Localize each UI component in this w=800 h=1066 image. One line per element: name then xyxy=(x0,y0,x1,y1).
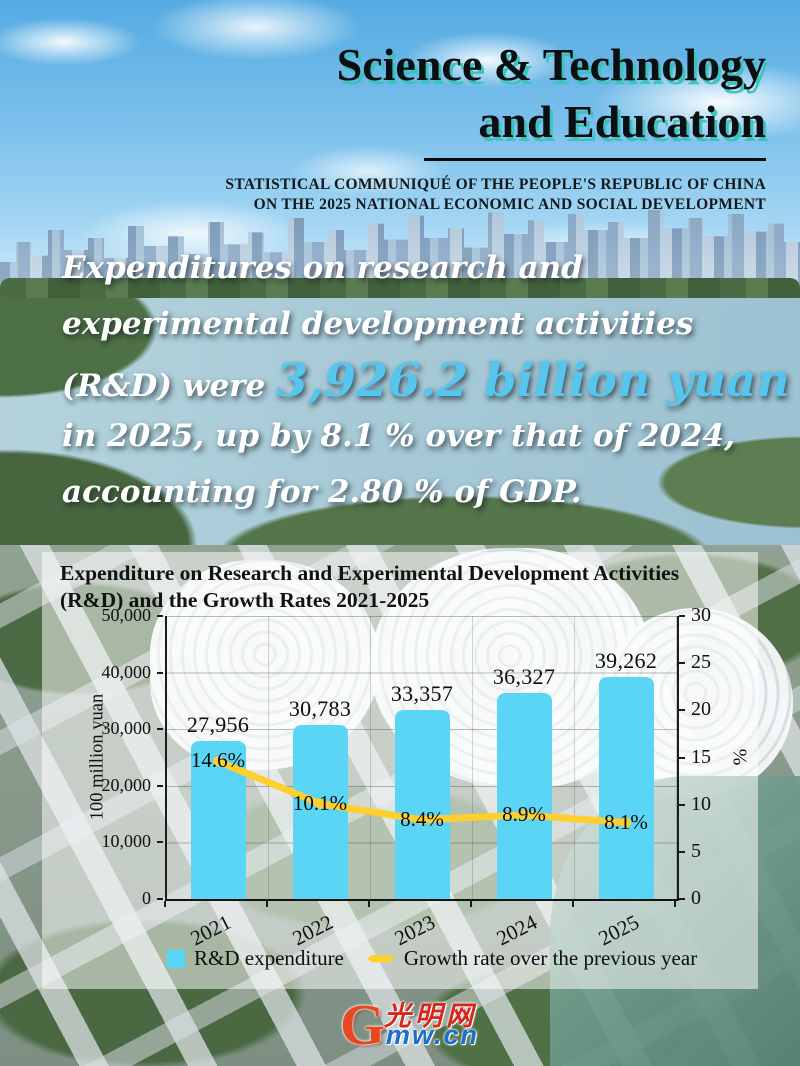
x-axis-label: 2024 xyxy=(492,909,541,951)
bar-value-label: 33,357 xyxy=(390,681,454,707)
right-axis-tickmark xyxy=(679,850,685,853)
intro-line: (R&D) were 3,926.2 billion yuan xyxy=(62,352,790,408)
growth-rate-label: 10.1% xyxy=(292,790,348,815)
right-axis-tickmark xyxy=(679,662,685,665)
intro-line: accounting for 2.80 % of GDP. xyxy=(62,474,582,510)
left-axis-tickmark xyxy=(157,784,163,787)
left-axis-tick-label: 50,000 xyxy=(101,605,152,625)
right-axis-tick-label: 25 xyxy=(691,651,711,674)
left-axis-tickmark xyxy=(157,615,163,617)
rd-expenditure-highlight: 3,926.2 billion yuan xyxy=(276,353,790,407)
subtitle: STATISTICAL COMMUNIQUÉ OF THE PEOPLE'S R… xyxy=(206,175,766,214)
left-axis-tickmark xyxy=(157,671,163,674)
right-axis-tickmark xyxy=(679,709,685,712)
right-axis-ticks: 0 5 10 15 20 25 30 xyxy=(679,604,739,909)
line-legend-label: Growth rate over the previous year xyxy=(403,946,698,970)
left-axis-tick-label: 30,000 xyxy=(101,718,152,739)
rd-expenditure-bar xyxy=(394,710,450,899)
left-axis-tickmark xyxy=(157,898,163,900)
gmw-logo: G 光明网 mw.cn xyxy=(322,992,522,1060)
right-axis-tickmark xyxy=(679,898,685,900)
right-axis-title: % xyxy=(729,748,752,766)
right-axis-tick-label: 30 xyxy=(691,604,711,626)
x-axis-tickmark xyxy=(266,901,268,907)
bar-value-label: 30,783 xyxy=(288,695,352,721)
right-axis-tick-label: 15 xyxy=(691,745,711,768)
bar-legend-swatch-icon xyxy=(167,949,185,968)
growth-rate-line xyxy=(213,756,631,828)
x-axis-label: 2021 xyxy=(186,909,235,951)
intro-line: Expenditures on research and xyxy=(62,250,583,286)
gmw-logo-chinese: 光明网 xyxy=(384,1001,477,1031)
rd-expenditure-bar xyxy=(292,724,348,899)
left-axis-tick-label: 20,000 xyxy=(101,774,152,795)
left-axis-title: 100 million yuan xyxy=(87,693,108,821)
x-axis-tickmark xyxy=(164,901,166,907)
growth-rate-label: 8.4% xyxy=(400,806,444,831)
right-axis-tickmark xyxy=(679,803,685,806)
x-axis-tickmark xyxy=(368,901,370,907)
rd-expenditure-bar xyxy=(598,676,654,899)
growth-rate-label: 14.6% xyxy=(190,748,246,773)
right-axis-tick-label: 10 xyxy=(691,792,711,815)
right-axis-tick-label: 0 xyxy=(691,887,701,909)
left-axis-ticks: 0 10,000 20,000 30,000 40,000 50,000 xyxy=(42,605,163,908)
x-axis-label: 2023 xyxy=(390,909,439,951)
right-axis-tickmark xyxy=(679,615,685,617)
river-background xyxy=(0,298,800,554)
growth-rate-label: 8.9% xyxy=(502,802,546,826)
intro-line: experimental development activities xyxy=(62,306,694,342)
title-line1: Science & Technology xyxy=(336,39,766,90)
right-axis-tick-label: 5 xyxy=(691,839,701,862)
bar-value-label: 39,262 xyxy=(594,647,658,673)
left-axis-tickmark xyxy=(157,728,163,731)
bar-legend-label: R&D expenditure xyxy=(194,946,344,970)
right-axis-tickmark xyxy=(679,756,685,759)
left-axis-tick-label: 0 xyxy=(142,888,151,908)
gmw-logo-domain: mw.cn xyxy=(386,1020,480,1050)
title-divider xyxy=(424,158,766,161)
chart-title: Expenditure on Research and Experimental… xyxy=(60,561,680,612)
x-axis-label: 2022 xyxy=(288,909,337,951)
intro-line: in 2025, up by 8.1 % over that of 2024, xyxy=(62,418,735,454)
bar-value-label: 36,327 xyxy=(492,664,556,690)
header: Science & Technology and Education STATI… xyxy=(206,36,766,214)
growth-rate-label: 8.1% xyxy=(604,809,648,834)
left-axis-tick-label: 40,000 xyxy=(101,661,152,682)
subtitle-line1: STATISTICAL COMMUNIQUÉ OF THE PEOPLE'S R… xyxy=(225,176,766,193)
left-axis-tick-label: 10,000 xyxy=(101,831,152,852)
x-axis-label: 2025 xyxy=(594,909,643,951)
subtitle-line2: ON THE 2025 NATIONAL ECONOMIC AND SOCIAL… xyxy=(253,195,766,213)
title-line2: and Education xyxy=(478,96,766,147)
bar-value-label: 27,956 xyxy=(186,711,250,737)
gmw-logo-g: G xyxy=(340,992,386,1057)
x-axis-tickmark xyxy=(674,901,676,907)
intro-line3-prefix: (R&D) were xyxy=(62,368,277,404)
chart-legend: R&D expenditure Growth rate over the pre… xyxy=(167,946,697,971)
x-axis-tickmark xyxy=(470,901,472,907)
chart-panel: Expenditure on Research and Experimental… xyxy=(42,552,758,989)
line-legend-marker-icon xyxy=(366,954,395,963)
page-title: Science & Technology and Education xyxy=(206,36,766,150)
right-axis-tick-label: 20 xyxy=(691,698,711,721)
left-axis-tickmark xyxy=(157,841,163,844)
x-axis-tickmark xyxy=(572,901,574,907)
rd-expenditure-bar xyxy=(496,693,552,899)
intro-paragraph: Expenditures on research and experimenta… xyxy=(62,240,790,520)
plot-area: 27,956 30,783 33,357 36,327 39,262 14.6% 10.1%… xyxy=(165,616,679,901)
